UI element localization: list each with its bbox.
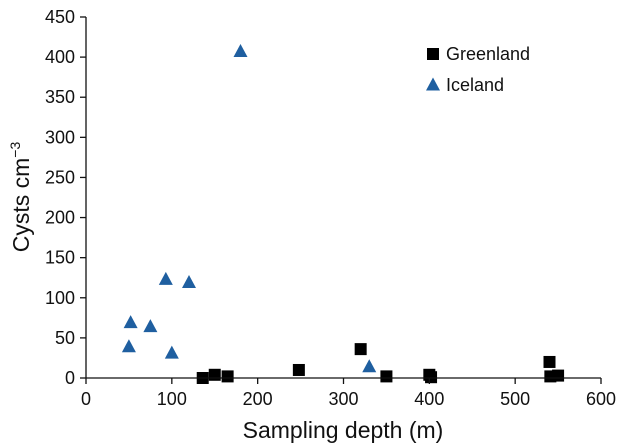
y-tick-label: 450: [45, 7, 75, 27]
x-tick-label: 500: [500, 389, 530, 409]
iceland-legend-marker: [426, 77, 440, 91]
x-tick-label: 100: [157, 389, 187, 409]
x-tick-label: 200: [243, 389, 273, 409]
iceland-point: [143, 319, 158, 333]
greenland-point: [221, 370, 234, 383]
greenland-point: [354, 343, 367, 356]
y-tick-label: 150: [45, 248, 75, 268]
y-axis-title-main: Cysts cm: [8, 158, 34, 253]
iceland-point: [123, 315, 138, 329]
greenland-legend-label: Greenland: [446, 44, 530, 64]
iceland-legend-label: Iceland: [446, 75, 504, 95]
x-tick-label: 300: [328, 389, 358, 409]
greenland-point: [543, 355, 556, 368]
y-axis-title: Cysts cm−3: [7, 142, 34, 253]
greenland-legend-marker: [427, 48, 439, 60]
x-tick-label: 0: [81, 389, 91, 409]
ticks: 0 100 200 300 400 500 600 0 50 100 150 200 250 300 350…: [45, 7, 616, 409]
greenland-point: [552, 369, 565, 382]
y-tick-label: 400: [45, 47, 75, 67]
iceland-point: [158, 271, 173, 285]
greenland-point: [292, 363, 305, 376]
iceland-point: [362, 359, 377, 373]
legend: Greenland Iceland: [426, 44, 530, 95]
y-tick-label: 350: [45, 87, 75, 107]
y-tick-label: 100: [45, 288, 75, 308]
iceland-point: [121, 339, 136, 353]
axes: [85, 17, 601, 379]
x-tick-label: 600: [586, 389, 616, 409]
x-axis-title: Sampling depth (m): [243, 417, 444, 443]
y-tick-label: 300: [45, 127, 75, 147]
x-tick-label: 400: [414, 389, 444, 409]
y-axis-title-superscript: −3: [7, 142, 23, 158]
iceland-point: [182, 275, 196, 289]
greenland-point: [208, 368, 221, 381]
greenland-point: [380, 370, 393, 383]
y-tick-label: 200: [45, 208, 75, 228]
iceland-point: [233, 43, 248, 57]
y-tick-label: 0: [65, 368, 75, 388]
iceland-point: [164, 345, 179, 359]
y-tick-label: 50: [55, 328, 75, 348]
greenland-point: [425, 371, 438, 384]
y-tick-label: 250: [45, 167, 75, 187]
